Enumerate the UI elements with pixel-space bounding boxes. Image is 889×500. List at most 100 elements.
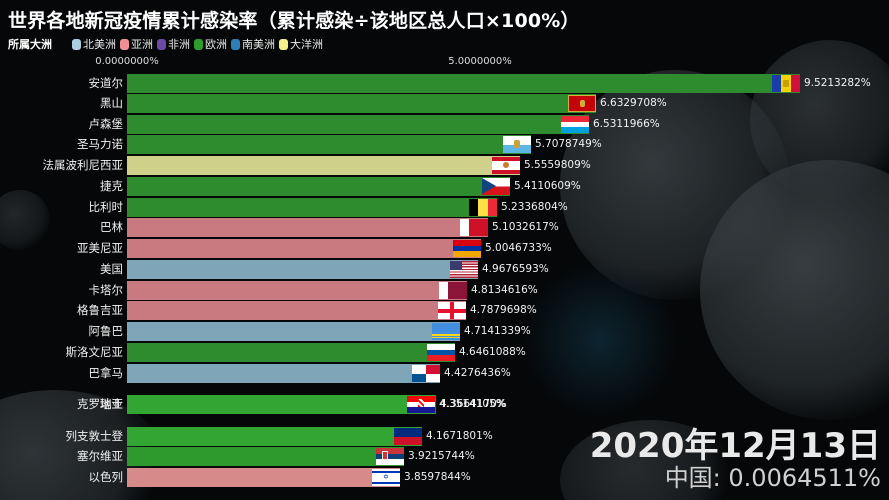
bar-row: 卡塔尔 4.8134616%: [0, 281, 889, 300]
legend-item-europe[interactable]: 欧洲: [194, 36, 227, 52]
country-label: 格鲁吉亚: [77, 303, 123, 317]
bar[interactable]: [127, 177, 510, 196]
value-label: 4.7141339%: [464, 325, 531, 337]
bar-row: 巴林 5.1032617%: [0, 218, 889, 237]
flag-icon-andorra: [772, 75, 800, 92]
bar[interactable]: [127, 281, 467, 300]
country-label: 捷克: [100, 179, 123, 193]
bar-row: 格鲁吉亚 4.7879698%: [0, 301, 889, 320]
value-label: 5.4110609%: [514, 180, 581, 192]
bar[interactable]: [127, 74, 800, 93]
bar[interactable]: [127, 94, 596, 113]
china-rate-label: 中国: 0.0064511%: [664, 464, 881, 492]
bar-row: 列支敦士登 4.1671801%: [0, 427, 889, 446]
flag-icon-israel: ✡: [372, 469, 400, 486]
bar[interactable]: [127, 239, 481, 258]
bar-row: 克罗地亚 4.3514105%: [0, 395, 889, 414]
bar[interactable]: [127, 115, 589, 134]
country-label: 法属波利尼西亚: [42, 158, 124, 172]
bar-row: 美国 4.9676593%: [0, 260, 889, 279]
flag-icon-usa: [450, 261, 478, 278]
legend-label: 欧洲: [205, 38, 227, 51]
country-label: 阿鲁巴: [88, 324, 124, 338]
flag-icon-georgia: [438, 302, 466, 319]
country-label: 安道尔: [88, 76, 124, 90]
legend-item-oceania[interactable]: 大洋洲: [279, 36, 323, 52]
legend-title: 所属大洲: [8, 38, 52, 51]
flag-icon-qatar: [439, 282, 467, 299]
bar[interactable]: [127, 427, 422, 446]
flag-icon-slovenia: [427, 344, 455, 361]
value-label: 4.7879698%: [470, 304, 537, 316]
country-label: 克罗地亚: [77, 397, 123, 411]
bar-row: 巴拿马 4.4276436%: [0, 364, 889, 383]
value-label: 5.2336804%: [501, 201, 568, 213]
legend: 所属大洲 北美洲 亚洲 非洲 欧洲 南美洲 大洋洲: [8, 36, 327, 52]
bar-row: 黑山 6.6329708%: [0, 94, 889, 113]
legend-item-south-america[interactable]: 南美洲: [231, 36, 275, 52]
country-label: 列支敦士登: [65, 429, 124, 443]
legend-label: 南美洲: [242, 38, 275, 51]
country-label: 塞尔维亚: [77, 449, 123, 463]
flag-icon-sanmarino: [503, 136, 531, 153]
value-label: 5.7078749%: [535, 138, 602, 150]
flag-icon-polynesia: [492, 157, 520, 174]
bar[interactable]: [127, 343, 455, 362]
flag-icon-czech: [482, 178, 510, 195]
bar-row: 法属波利尼西亚 5.5559809%: [0, 156, 889, 175]
country-label: 黑山: [100, 96, 123, 110]
chart-title: 世界各地新冠疫情累计感染率（累计感染÷该地区总人口×100%）: [8, 10, 580, 32]
bar[interactable]: [127, 395, 435, 414]
legend-label: 亚洲: [131, 38, 153, 51]
bar[interactable]: [127, 322, 460, 341]
bar-row: 塞尔维亚 3.9215744%: [0, 447, 889, 466]
country-label: 巴林: [100, 220, 123, 234]
country-label: 美国: [100, 262, 123, 276]
bar-row: 圣马力诺 5.7078749%: [0, 135, 889, 154]
value-label: 4.3514105%: [439, 398, 506, 410]
bar-row: 亚美尼亚 5.0046733%: [0, 239, 889, 258]
country-label: 瑞士: [100, 397, 123, 411]
bar[interactable]: [127, 468, 400, 487]
flag-icon-montenegro: [568, 95, 596, 112]
country-label: 斯洛文尼亚: [65, 345, 124, 359]
bar[interactable]: [127, 364, 440, 383]
value-label: 4.6461088%: [459, 346, 526, 358]
value-label: 4.4276436%: [444, 367, 511, 379]
bar[interactable]: [127, 218, 488, 237]
value-label: 3.8597844%: [404, 471, 471, 483]
flag-icon-luxembourg: [561, 116, 589, 133]
axis-tick-0: 0.0000000%: [95, 56, 159, 67]
legend-item-north-america[interactable]: 北美洲: [72, 36, 116, 52]
bar[interactable]: [127, 198, 497, 217]
country-label: 巴拿马: [88, 366, 124, 380]
bar[interactable]: [127, 135, 531, 154]
flag-icon-serbia: [376, 448, 404, 465]
country-label: 卢森堡: [88, 117, 124, 131]
legend-swatch: [279, 38, 288, 50]
value-label: 6.6329708%: [600, 97, 667, 109]
bar[interactable]: [127, 301, 466, 320]
value-label: 5.1032617%: [492, 221, 559, 233]
legend-swatch: [194, 38, 203, 50]
bar-row: 阿鲁巴 4.7141339%: [0, 322, 889, 341]
bar-row: 以色列 ✡ 3.8597844%: [0, 468, 889, 487]
date-label: 2020年12月13日: [589, 426, 881, 466]
legend-item-africa[interactable]: 非洲: [157, 36, 190, 52]
flag-icon-aruba: [432, 323, 460, 340]
legend-label: 北美洲: [83, 38, 116, 51]
bar[interactable]: [127, 156, 520, 175]
legend-swatch: [120, 38, 129, 50]
legend-label: 大洋洲: [290, 38, 323, 51]
bar[interactable]: [127, 447, 404, 466]
bar[interactable]: [127, 260, 478, 279]
country-label: 亚美尼亚: [77, 241, 123, 255]
flag-icon-liechtenstein: [394, 428, 422, 445]
flag-icon-belgium: [469, 199, 497, 216]
value-label: 5.0046733%: [485, 242, 552, 254]
value-label: 4.9676593%: [482, 263, 549, 275]
value-label: 9.5213282%: [804, 77, 871, 89]
country-label: 卡塔尔: [88, 283, 124, 297]
legend-item-asia[interactable]: 亚洲: [120, 36, 153, 52]
legend-swatch: [231, 38, 240, 50]
